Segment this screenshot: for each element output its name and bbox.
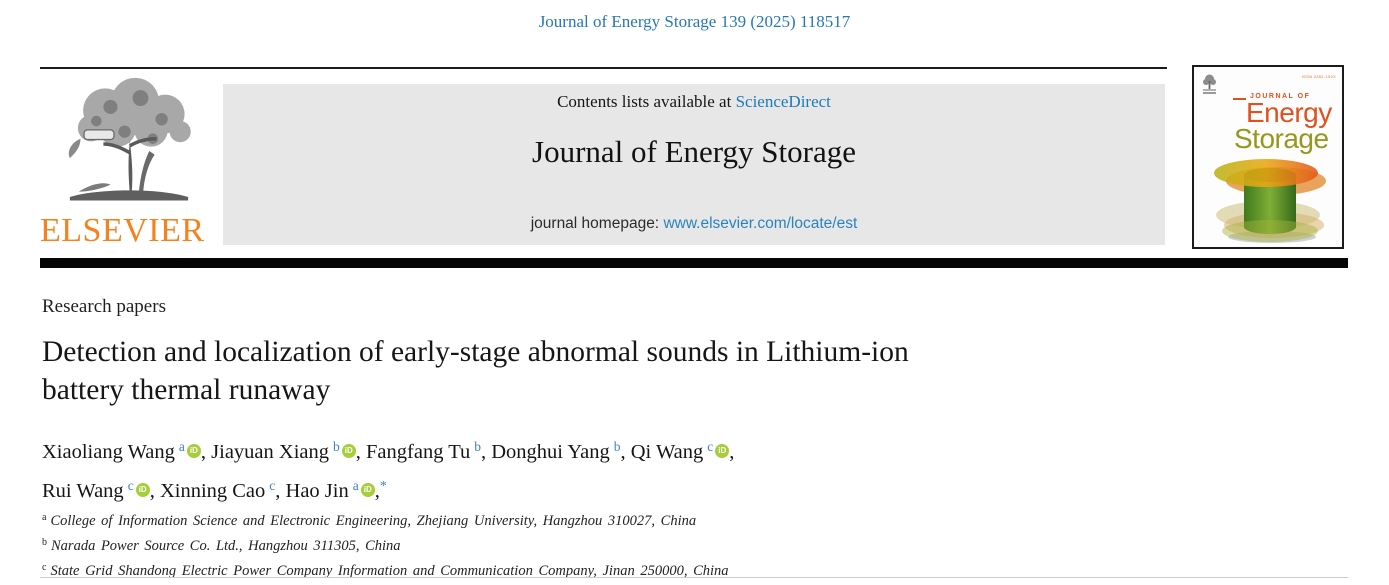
author: Rui Wang c iD,: [42, 478, 160, 502]
footer-rule: [40, 577, 1348, 578]
orcid-icon[interactable]: iD: [360, 483, 375, 497]
contents-prefix: Contents lists available at: [557, 92, 736, 111]
author: Xinning Cao c,: [159, 478, 286, 502]
author-name: Donghui Yang: [491, 441, 610, 463]
author-separator: ,: [729, 441, 735, 463]
author-name: Xinning Cao: [159, 480, 266, 502]
author-list: Xiaoliang Wang a iD, Jiayuan Xiang b iD, Fan…: [42, 430, 1192, 508]
author-name: Jiayuan Xiang: [211, 441, 330, 463]
affiliation-sup: b: [42, 537, 47, 548]
author-affil-sup: c: [127, 478, 134, 493]
cover-title-energy: Energy: [1246, 97, 1332, 128]
cover-elsevier-mini-logo: [1201, 73, 1218, 95]
cover-kicker: JOURNAL OF: [1250, 93, 1311, 100]
author-line-2: Rui Wang c iD, Xinning Cao c, Hao Jin a iD ,*: [42, 469, 1192, 508]
author-name: Rui Wang: [42, 480, 124, 502]
header-divider-bar: [40, 258, 1348, 268]
author-name: Hao Jin: [285, 480, 349, 502]
author-affil-sup: a: [352, 478, 359, 493]
author-affil-sup: b: [474, 439, 481, 454]
journal-title: Journal of Energy Storage: [532, 134, 856, 169]
orcid-icon[interactable]: iD: [135, 483, 150, 497]
journal-banner: Contents lists available at ScienceDirec…: [223, 84, 1165, 245]
author: Donghui Yang b,: [491, 439, 631, 463]
affiliation: c State Grid Shandong Electric Power Comp…: [42, 557, 1342, 582]
author: Qi Wang c iD,: [630, 439, 735, 463]
orcid-icon[interactable]: iD: [186, 444, 201, 458]
author-separator: ,: [620, 441, 631, 463]
article-title-line2: battery thermal runaway: [42, 374, 331, 406]
author-separator: ,: [200, 441, 212, 463]
sciencedirect-link[interactable]: ScienceDirect: [735, 92, 831, 111]
author-affil-sup: c: [707, 439, 714, 454]
cover-title-storage: Storage: [1234, 123, 1329, 154]
header-top-rule: [40, 67, 1167, 69]
author-affil-sup: c: [269, 478, 276, 493]
elsevier-wordmark: ELSEVIER: [40, 212, 205, 249]
cover-issn: ISSN 2352-152X: [1301, 74, 1336, 79]
affiliation-sup: c: [42, 562, 47, 573]
author: Hao Jin a iD ,*: [285, 478, 387, 502]
affiliation-text: College of Information Science and Elect…: [50, 513, 697, 529]
author-separator: ,: [481, 441, 492, 463]
affiliation: a College of Information Science and Elec…: [42, 507, 1342, 532]
affiliation: b Narada Power Source Co. Ltd., Hangzhou …: [42, 532, 1342, 557]
elsevier-logo: ELSEVIER: [40, 76, 218, 248]
cover-battery-illustration: [1204, 159, 1332, 245]
author-name: Fangfang Tu: [366, 441, 471, 463]
affiliation-text: State Grid Shandong Electric Power Compa…: [50, 563, 729, 579]
orcid-icon[interactable]: iD: [715, 444, 730, 458]
contents-line: Contents lists available at ScienceDirec…: [223, 92, 1165, 112]
homepage-line: journal homepage: www.elsevier.com/locat…: [223, 215, 1165, 233]
author: Fangfang Tu b,: [366, 439, 492, 463]
author-separator: ,: [275, 480, 286, 502]
homepage-prefix: journal homepage:: [530, 215, 664, 232]
cover-kicker-rule: [1233, 98, 1246, 100]
article-title-line1: Detection and localization of early-stag…: [42, 336, 909, 368]
homepage-link[interactable]: www.elsevier.com/locate/est: [663, 215, 858, 232]
journal-cover-thumbnail: ISSN 2352-152X JOURNAL OF Energy Storage: [1192, 65, 1344, 249]
author: Xiaoliang Wang a iD,: [42, 439, 212, 463]
author-separator: ,: [355, 441, 367, 463]
affiliation-text: Narada Power Source Co. Ltd., Hangzhou 3…: [51, 538, 401, 554]
elsevier-tree-icon: [54, 76, 204, 212]
section-label: Research papers: [42, 296, 166, 317]
corresponding-author-mark[interactable]: *: [379, 479, 387, 494]
orcid-icon[interactable]: iD: [341, 444, 356, 458]
author-affil-sup: a: [178, 439, 185, 454]
affiliation-sup: a: [42, 512, 47, 523]
author-affil-sup: b: [333, 439, 340, 454]
author-name: Qi Wang: [630, 441, 704, 463]
author-separator: ,: [149, 480, 160, 502]
author: Jiayuan Xiang b iD,: [211, 439, 367, 463]
author-line-1: Xiaoliang Wang a iD, Jiayuan Xiang b iD, Fan…: [42, 430, 1192, 469]
author-affil-sup: b: [613, 439, 621, 454]
journal-citation[interactable]: Journal of Energy Storage 139 (2025) 118…: [538, 12, 851, 31]
author-separator: ,: [374, 480, 380, 502]
article-title: Detection and localization of early-stag…: [42, 333, 1192, 409]
author-name: Xiaoliang Wang: [42, 441, 175, 463]
affiliation-list: a College of Information Science and Elec…: [42, 507, 1342, 582]
